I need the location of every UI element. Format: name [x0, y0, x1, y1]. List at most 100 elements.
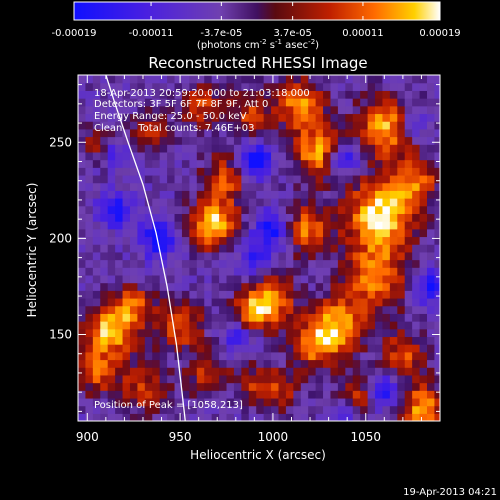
heatmap-cell	[78, 75, 87, 84]
heatmap-cell	[241, 167, 250, 176]
heatmap-cell	[278, 344, 287, 353]
heatmap-cell	[107, 274, 116, 284]
heatmap-cell	[419, 397, 428, 407]
heatmap-cell	[256, 382, 265, 391]
heatmap-cell	[92, 413, 101, 421]
heatmap-cell	[389, 105, 398, 115]
heatmap-cell	[219, 113, 228, 122]
heatmap-cell	[382, 244, 391, 253]
heatmap-cell	[360, 213, 369, 222]
heatmap-cell	[167, 382, 176, 391]
heatmap-cell	[174, 321, 183, 330]
heatmap-cell	[434, 259, 440, 268]
heatmap-cell	[100, 336, 109, 345]
heatmap-cell	[285, 297, 294, 307]
heatmap-cell	[375, 282, 384, 291]
heatmap-cell	[115, 397, 124, 407]
heatmap-cell	[382, 90, 391, 99]
heatmap-cell	[300, 174, 309, 184]
heatmap-cell	[375, 336, 384, 345]
heatmap-cell	[100, 105, 109, 115]
heatmap-cell	[389, 190, 398, 199]
heatmap-cell	[129, 198, 139, 207]
heatmap-cell	[389, 198, 398, 207]
heatmap-cell	[271, 328, 280, 338]
heatmap-cell	[300, 105, 309, 115]
heatmap-cell	[174, 128, 183, 138]
heatmap-cell	[85, 205, 94, 214]
heatmap-cell	[345, 282, 354, 291]
heatmap-cell	[85, 267, 94, 276]
heatmap-cell	[241, 105, 250, 115]
heatmap-cell	[78, 128, 87, 138]
heatmap-cell	[167, 413, 176, 421]
heatmap-cell	[204, 367, 213, 376]
heatmap-cell	[337, 182, 346, 191]
heatmap-cell	[211, 374, 220, 384]
heatmap-cell	[159, 198, 168, 207]
heatmap-cell	[107, 113, 116, 122]
heatmap-cell	[129, 136, 139, 145]
heatmap-cell	[300, 267, 309, 276]
heatmap-cell	[122, 359, 131, 368]
heatmap-cell	[137, 198, 146, 207]
heatmap-cell	[337, 367, 346, 376]
heatmap-cell	[293, 198, 302, 207]
heatmap-cell	[412, 321, 421, 330]
heatmap-cell	[419, 251, 428, 261]
heatmap-cell	[352, 75, 361, 84]
heatmap-cell	[434, 228, 440, 238]
heatmap-cell	[174, 144, 183, 153]
heatmap-cell	[285, 198, 294, 207]
heatmap-cell	[152, 221, 161, 230]
heatmap-cell	[211, 297, 220, 307]
heatmap-cell	[330, 182, 339, 191]
heatmap-cell	[167, 359, 176, 368]
heatmap-cell	[189, 128, 198, 138]
heatmap-cell	[419, 321, 428, 330]
heatmap-cell	[196, 305, 205, 314]
heatmap-cell	[181, 413, 190, 421]
heatmap-cell	[293, 374, 302, 384]
heatmap-cell	[308, 336, 317, 345]
heatmap-cell	[211, 121, 220, 130]
heatmap-cell	[129, 98, 139, 107]
heatmap-cell	[122, 159, 131, 168]
heatmap-cell	[174, 174, 183, 184]
heatmap-cell	[152, 144, 161, 153]
heatmap-cell	[427, 297, 436, 307]
heatmap-cell	[427, 336, 436, 345]
heatmap-cell	[248, 274, 257, 284]
heatmap-cell	[300, 205, 309, 214]
heatmap-cell	[434, 397, 440, 407]
heatmap-cell	[107, 82, 116, 91]
heatmap-cell	[129, 105, 139, 115]
heatmap-cell	[323, 359, 332, 368]
heatmap-cell	[412, 305, 421, 314]
heatmap-cell	[367, 336, 376, 345]
heatmap-cell	[263, 328, 272, 338]
heatmap-cell	[219, 336, 228, 345]
heatmap-cell	[382, 367, 391, 376]
heatmap-cell	[85, 397, 94, 407]
heatmap-cell	[330, 328, 339, 338]
heatmap-cell	[412, 151, 421, 161]
heatmap-cell	[78, 305, 87, 314]
heatmap-cell	[144, 75, 153, 84]
heatmap-cell	[219, 390, 228, 399]
heatmap-cell	[412, 390, 421, 399]
heatmap-cell	[285, 282, 294, 291]
heatmap-cell	[256, 98, 265, 107]
heatmap-cell	[256, 144, 265, 153]
heatmap-cell	[219, 205, 228, 214]
heatmap-cell	[241, 213, 250, 222]
heatmap-cell	[159, 221, 168, 230]
heatmap-cell	[278, 190, 287, 199]
heatmap-cell	[181, 382, 190, 391]
heatmap-cell	[107, 236, 116, 245]
heatmap-cell	[345, 413, 354, 421]
heatmap-cell	[122, 174, 131, 184]
heatmap-cell	[85, 128, 94, 138]
heatmap-cell	[352, 190, 361, 199]
heatmap-cell	[382, 190, 391, 199]
